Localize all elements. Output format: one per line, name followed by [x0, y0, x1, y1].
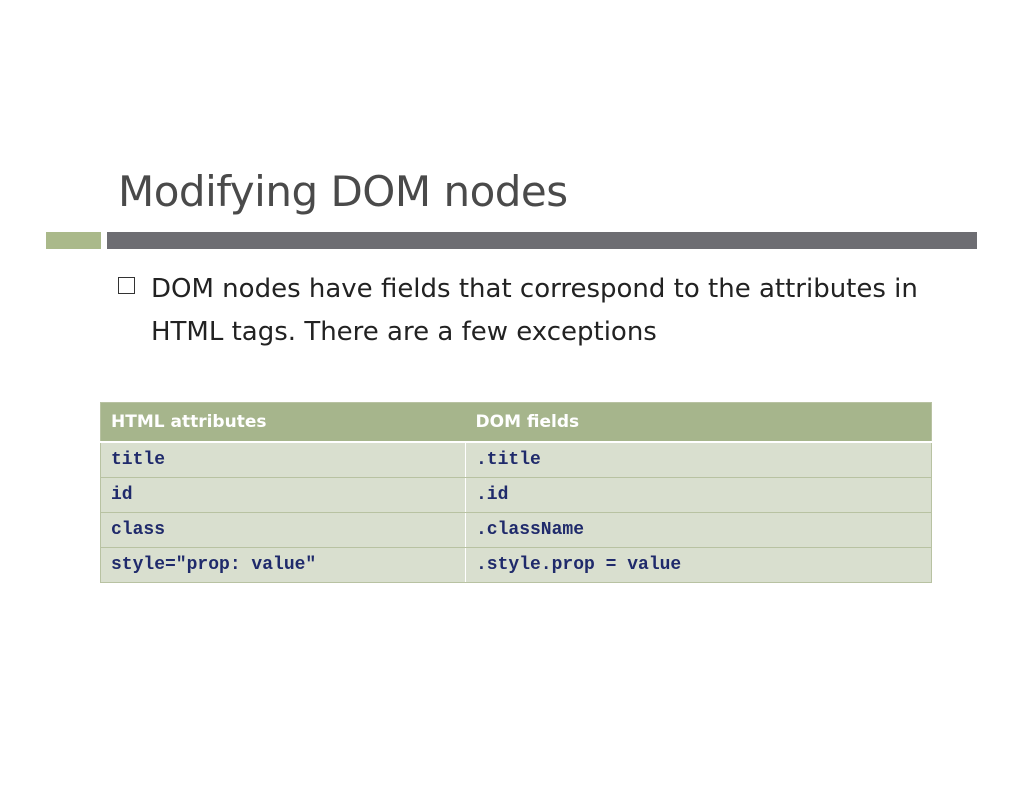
- table-cell: .className: [465, 512, 932, 548]
- table-row: class .className: [100, 512, 932, 548]
- table-row: style="prop: value" .style.prop = value: [100, 547, 932, 583]
- bullet-text: DOM nodes have fields that correspond to…: [151, 274, 918, 347]
- title-accent-bar-gray: [107, 232, 977, 249]
- table-row: id .id: [100, 477, 932, 513]
- table-cell: title: [100, 442, 466, 478]
- column-header-dom-fields: DOM fields: [465, 402, 932, 443]
- table-cell: .style.prop = value: [465, 547, 932, 583]
- square-bullet-icon: [118, 277, 135, 294]
- title-accent-bar-green: [46, 232, 101, 249]
- table-cell: class: [100, 512, 466, 548]
- slide-title: Modifying DOM nodes: [118, 167, 568, 216]
- table-cell: .title: [465, 442, 932, 478]
- table-cell: id: [100, 477, 466, 513]
- table-row: title .title: [100, 442, 932, 478]
- table-cell: style="prop: value": [100, 547, 466, 583]
- table-header-row: HTML attributes DOM fields: [100, 402, 932, 443]
- column-header-html-attributes: HTML attributes: [100, 402, 466, 443]
- table-cell: .id: [465, 477, 932, 513]
- attributes-table: HTML attributes DOM fields title .title …: [100, 402, 932, 583]
